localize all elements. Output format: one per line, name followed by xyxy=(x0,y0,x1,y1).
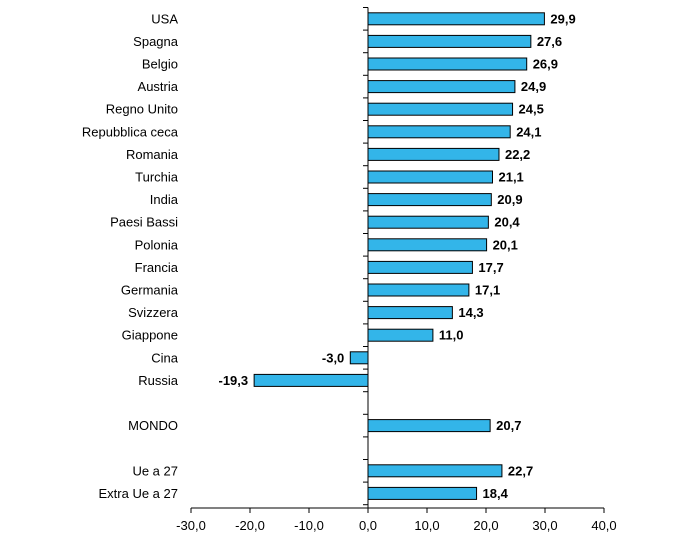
x-tick-label: 0,0 xyxy=(359,518,377,533)
value-label-repubblica-ceca: 24,1 xyxy=(516,124,541,139)
bar-francia xyxy=(367,260,473,274)
category-label-austria: Austria xyxy=(138,79,179,94)
bar-svizzera xyxy=(367,306,453,320)
x-tick-label: -10,0 xyxy=(294,518,324,533)
value-label-regno-unito: 24,5 xyxy=(519,102,544,117)
value-label-giappone: 11,0 xyxy=(439,328,464,343)
bar-mondo xyxy=(367,419,491,433)
value-label-extra-ue-a-27: 18,4 xyxy=(483,486,509,501)
bar-regno-unito xyxy=(367,102,514,116)
value-label-spagna: 27,6 xyxy=(537,34,562,49)
category-label-germania: Germania xyxy=(121,283,179,298)
category-label-regno-unito: Regno Unito xyxy=(106,102,178,117)
x-tick-label: 40,0 xyxy=(591,518,616,533)
value-label-francia: 17,7 xyxy=(478,260,503,275)
value-label-germania: 17,1 xyxy=(475,283,500,298)
value-label-turchia: 21,1 xyxy=(498,170,523,185)
category-label-extra-ue-a-27: Extra Ue a 27 xyxy=(99,486,179,501)
value-label-austria: 24,9 xyxy=(521,79,546,94)
bar-ue-a-27 xyxy=(367,464,503,478)
category-label-repubblica-ceca: Repubblica ceca xyxy=(82,124,179,139)
bar-india xyxy=(367,193,492,207)
category-label-romania: Romania xyxy=(126,147,179,162)
category-label-francia: Francia xyxy=(135,260,179,275)
bar-romania xyxy=(367,147,500,161)
bar-giappone xyxy=(367,328,434,342)
labels-group: USA 29,9 Spagna 27,6 Belgio 26,9 Austria 24,9 Re… xyxy=(82,11,576,501)
value-label-mondo: 20,7 xyxy=(496,418,521,433)
category-label-paesi-bassi: Paesi Bassi xyxy=(110,215,178,230)
bar-spagna xyxy=(367,34,532,48)
category-label-belgio: Belgio xyxy=(142,57,178,72)
value-label-russia: -19,3 xyxy=(218,373,248,388)
value-label-usa: 29,9 xyxy=(550,11,575,26)
bar-germania xyxy=(367,283,470,297)
category-label-cina: Cina xyxy=(151,350,179,365)
category-label-polonia: Polonia xyxy=(135,237,179,252)
value-label-india: 20,9 xyxy=(497,192,522,207)
category-label-svizzera: Svizzera xyxy=(128,305,179,320)
bar-russia xyxy=(253,373,369,387)
category-label-giappone: Giappone xyxy=(122,328,178,343)
category-label-india: India xyxy=(150,192,179,207)
category-label-spagna: Spagna xyxy=(133,34,179,49)
value-label-paesi-bassi: 20,4 xyxy=(494,215,520,230)
value-label-ue-a-27: 22,7 xyxy=(508,463,533,478)
value-label-romania: 22,2 xyxy=(505,147,530,162)
value-label-polonia: 20,1 xyxy=(493,237,518,252)
bar-belgio xyxy=(367,57,528,71)
category-label-usa: USA xyxy=(151,11,178,26)
bar-cina xyxy=(349,351,369,365)
category-label-ue-a-27: Ue a 27 xyxy=(132,463,178,478)
bar-austria xyxy=(367,80,516,94)
value-label-cina: -3,0 xyxy=(322,350,344,365)
category-label-mondo: MONDO xyxy=(128,418,178,433)
x-tick-label: -30,0 xyxy=(176,518,206,533)
x-tick-label: 10,0 xyxy=(414,518,439,533)
bar-paesi-bassi xyxy=(367,215,489,229)
category-label-russia: Russia xyxy=(138,373,179,388)
bar-polonia xyxy=(367,238,488,252)
category-label-turchia: Turchia xyxy=(135,170,179,185)
bar-usa xyxy=(367,12,545,26)
axes-group: -30,0 -20,0 -10,0 0,0 10,0 20,0 30,0 40,0 xyxy=(176,7,617,533)
x-tick-label: 30,0 xyxy=(532,518,557,533)
x-tick-label: 20,0 xyxy=(473,518,498,533)
bar-turchia xyxy=(367,170,493,184)
value-label-svizzera: 14,3 xyxy=(458,305,483,320)
x-tick-label: -20,0 xyxy=(235,518,265,533)
bar-extra-ue-a-27 xyxy=(367,486,478,500)
value-label-belgio: 26,9 xyxy=(533,57,558,72)
bar-repubblica-ceca xyxy=(367,125,511,139)
